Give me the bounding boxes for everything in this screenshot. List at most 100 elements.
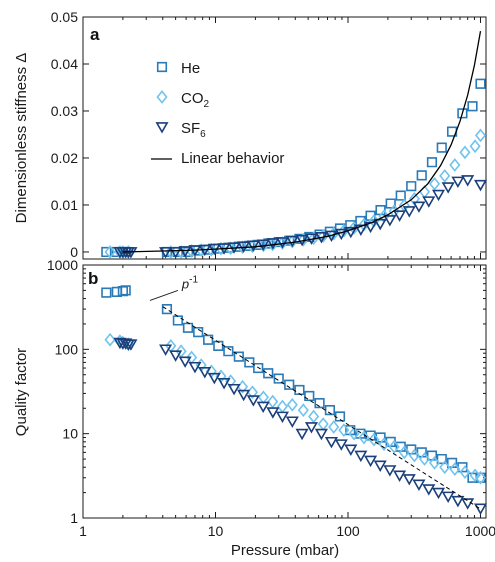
plot-frame-b bbox=[82, 264, 487, 519]
sf6-point-b bbox=[178, 356, 192, 368]
y-tick-label-a: 0 bbox=[70, 244, 78, 260]
sf6-point-b bbox=[124, 339, 138, 351]
legend-marker-sf6 bbox=[155, 122, 169, 134]
co2-point-a bbox=[469, 139, 481, 154]
sf6-point-b bbox=[431, 487, 446, 500]
co2-point-a bbox=[439, 168, 451, 183]
he-point-b bbox=[203, 334, 214, 345]
sf6-point-b bbox=[159, 344, 173, 356]
co2-point-a bbox=[104, 245, 116, 259]
legend: He CO2 SF6 Linear behavior bbox=[151, 60, 284, 167]
he-point-a bbox=[395, 190, 406, 201]
he-point-b bbox=[385, 436, 396, 447]
co2-point-b bbox=[418, 452, 431, 466]
panel-a: a 0 0.01 0.02 0.03 0.04 0.05 He CO2 SF6 Linear b… bbox=[13, 9, 488, 260]
he-point-b bbox=[324, 405, 335, 416]
x-tick-label: 1000 bbox=[465, 523, 495, 539]
sf6-point-b bbox=[246, 395, 260, 407]
y-tick-label-b: 10 bbox=[62, 426, 78, 442]
y-tick-label-a: 0.04 bbox=[51, 56, 78, 72]
co2-point-b bbox=[469, 468, 481, 483]
co2-point-b bbox=[358, 430, 370, 445]
sf6-point-a bbox=[422, 196, 436, 208]
sf6-point-b bbox=[383, 465, 397, 477]
sf6-point-b bbox=[304, 422, 319, 434]
co2-point-b bbox=[398, 445, 410, 460]
sf6-point-a bbox=[266, 238, 280, 250]
he-point-a bbox=[385, 198, 396, 209]
sf6-point-a bbox=[461, 175, 475, 187]
y-tick-label-b: 1000 bbox=[47, 257, 78, 273]
he-point-b bbox=[345, 425, 356, 436]
co2-point-a bbox=[418, 184, 431, 199]
sf6-point-b bbox=[285, 416, 299, 428]
he-point-b bbox=[365, 430, 376, 441]
y-axis-label-b: Quality factor bbox=[13, 348, 30, 436]
sf6-point-a bbox=[334, 228, 348, 241]
sf6-point-b bbox=[364, 455, 378, 468]
co2-point-b bbox=[276, 399, 288, 414]
sf6-point-b bbox=[441, 491, 455, 504]
he-point-b bbox=[233, 351, 244, 362]
he-point-a bbox=[475, 78, 486, 89]
sf6-point-b bbox=[412, 479, 426, 491]
co2-point-b bbox=[338, 423, 350, 438]
legend-label-line: Linear behavior bbox=[181, 150, 284, 167]
he-point-b bbox=[395, 441, 406, 452]
panel-label-b: b bbox=[88, 269, 98, 288]
sf6-point-a bbox=[383, 215, 397, 227]
sf6-point-b bbox=[344, 444, 358, 457]
sf6-point-b bbox=[275, 411, 289, 424]
co2-point-b bbox=[449, 462, 461, 476]
sf6-point-a bbox=[354, 224, 368, 236]
sf6-point-b bbox=[169, 350, 183, 362]
co2-point-b bbox=[378, 437, 390, 452]
he-point-b bbox=[253, 362, 264, 374]
legend-label-he: He bbox=[181, 60, 200, 77]
y-tick-label-a: 0.01 bbox=[51, 197, 78, 213]
co2-point-b bbox=[267, 394, 279, 409]
legend-marker-co2 bbox=[156, 90, 168, 104]
annotation-leader bbox=[149, 290, 179, 301]
he-point-b bbox=[334, 411, 346, 422]
co2-point-a bbox=[308, 231, 320, 246]
sf6-point-a bbox=[344, 226, 358, 239]
p-inverse-guide-line bbox=[162, 306, 481, 510]
y-tick-label-a: 0.02 bbox=[51, 150, 78, 166]
legend-item-sf6: SF6 bbox=[155, 120, 206, 140]
he-point-a bbox=[426, 157, 438, 168]
co2-point-b bbox=[429, 456, 441, 470]
legend-label-co2: CO2 bbox=[181, 90, 210, 110]
sf6-point-a bbox=[275, 237, 289, 249]
sf6-point-a bbox=[451, 176, 465, 189]
co2-point-b bbox=[286, 397, 298, 412]
sf6-point-b bbox=[256, 401, 270, 414]
sf6-point-a bbox=[431, 189, 446, 202]
sf6-point-a bbox=[178, 246, 192, 258]
y-tick-label-a: 0.05 bbox=[51, 9, 78, 25]
sf6-point-b bbox=[324, 436, 338, 449]
y-tick-label-b: 1 bbox=[70, 510, 78, 526]
he-point-a bbox=[406, 181, 417, 192]
he-point-b bbox=[172, 315, 183, 326]
sf6-point-b bbox=[314, 428, 328, 441]
sf6-point-b bbox=[402, 474, 416, 486]
he-point-b bbox=[193, 327, 204, 338]
co2-point-b bbox=[388, 439, 400, 454]
annotation-superscript: -1 bbox=[189, 274, 198, 285]
sf6-point-a bbox=[169, 247, 183, 259]
sf6-point-a bbox=[402, 206, 416, 218]
sf6-point-a bbox=[473, 179, 488, 192]
sf6-point-b bbox=[295, 428, 309, 441]
co2-point-b bbox=[328, 420, 340, 434]
legend-subscript-co2: 2 bbox=[204, 99, 210, 110]
legend-subscript-sf6: 6 bbox=[200, 129, 206, 140]
he-point-a bbox=[446, 126, 458, 137]
marks-b bbox=[101, 285, 488, 515]
marks-a bbox=[101, 30, 488, 259]
he-point-b bbox=[263, 368, 274, 379]
sf6-point-a bbox=[285, 235, 299, 248]
y-tick-label-a: 0.03 bbox=[51, 103, 78, 119]
x-tick-label: 1 bbox=[79, 523, 87, 539]
